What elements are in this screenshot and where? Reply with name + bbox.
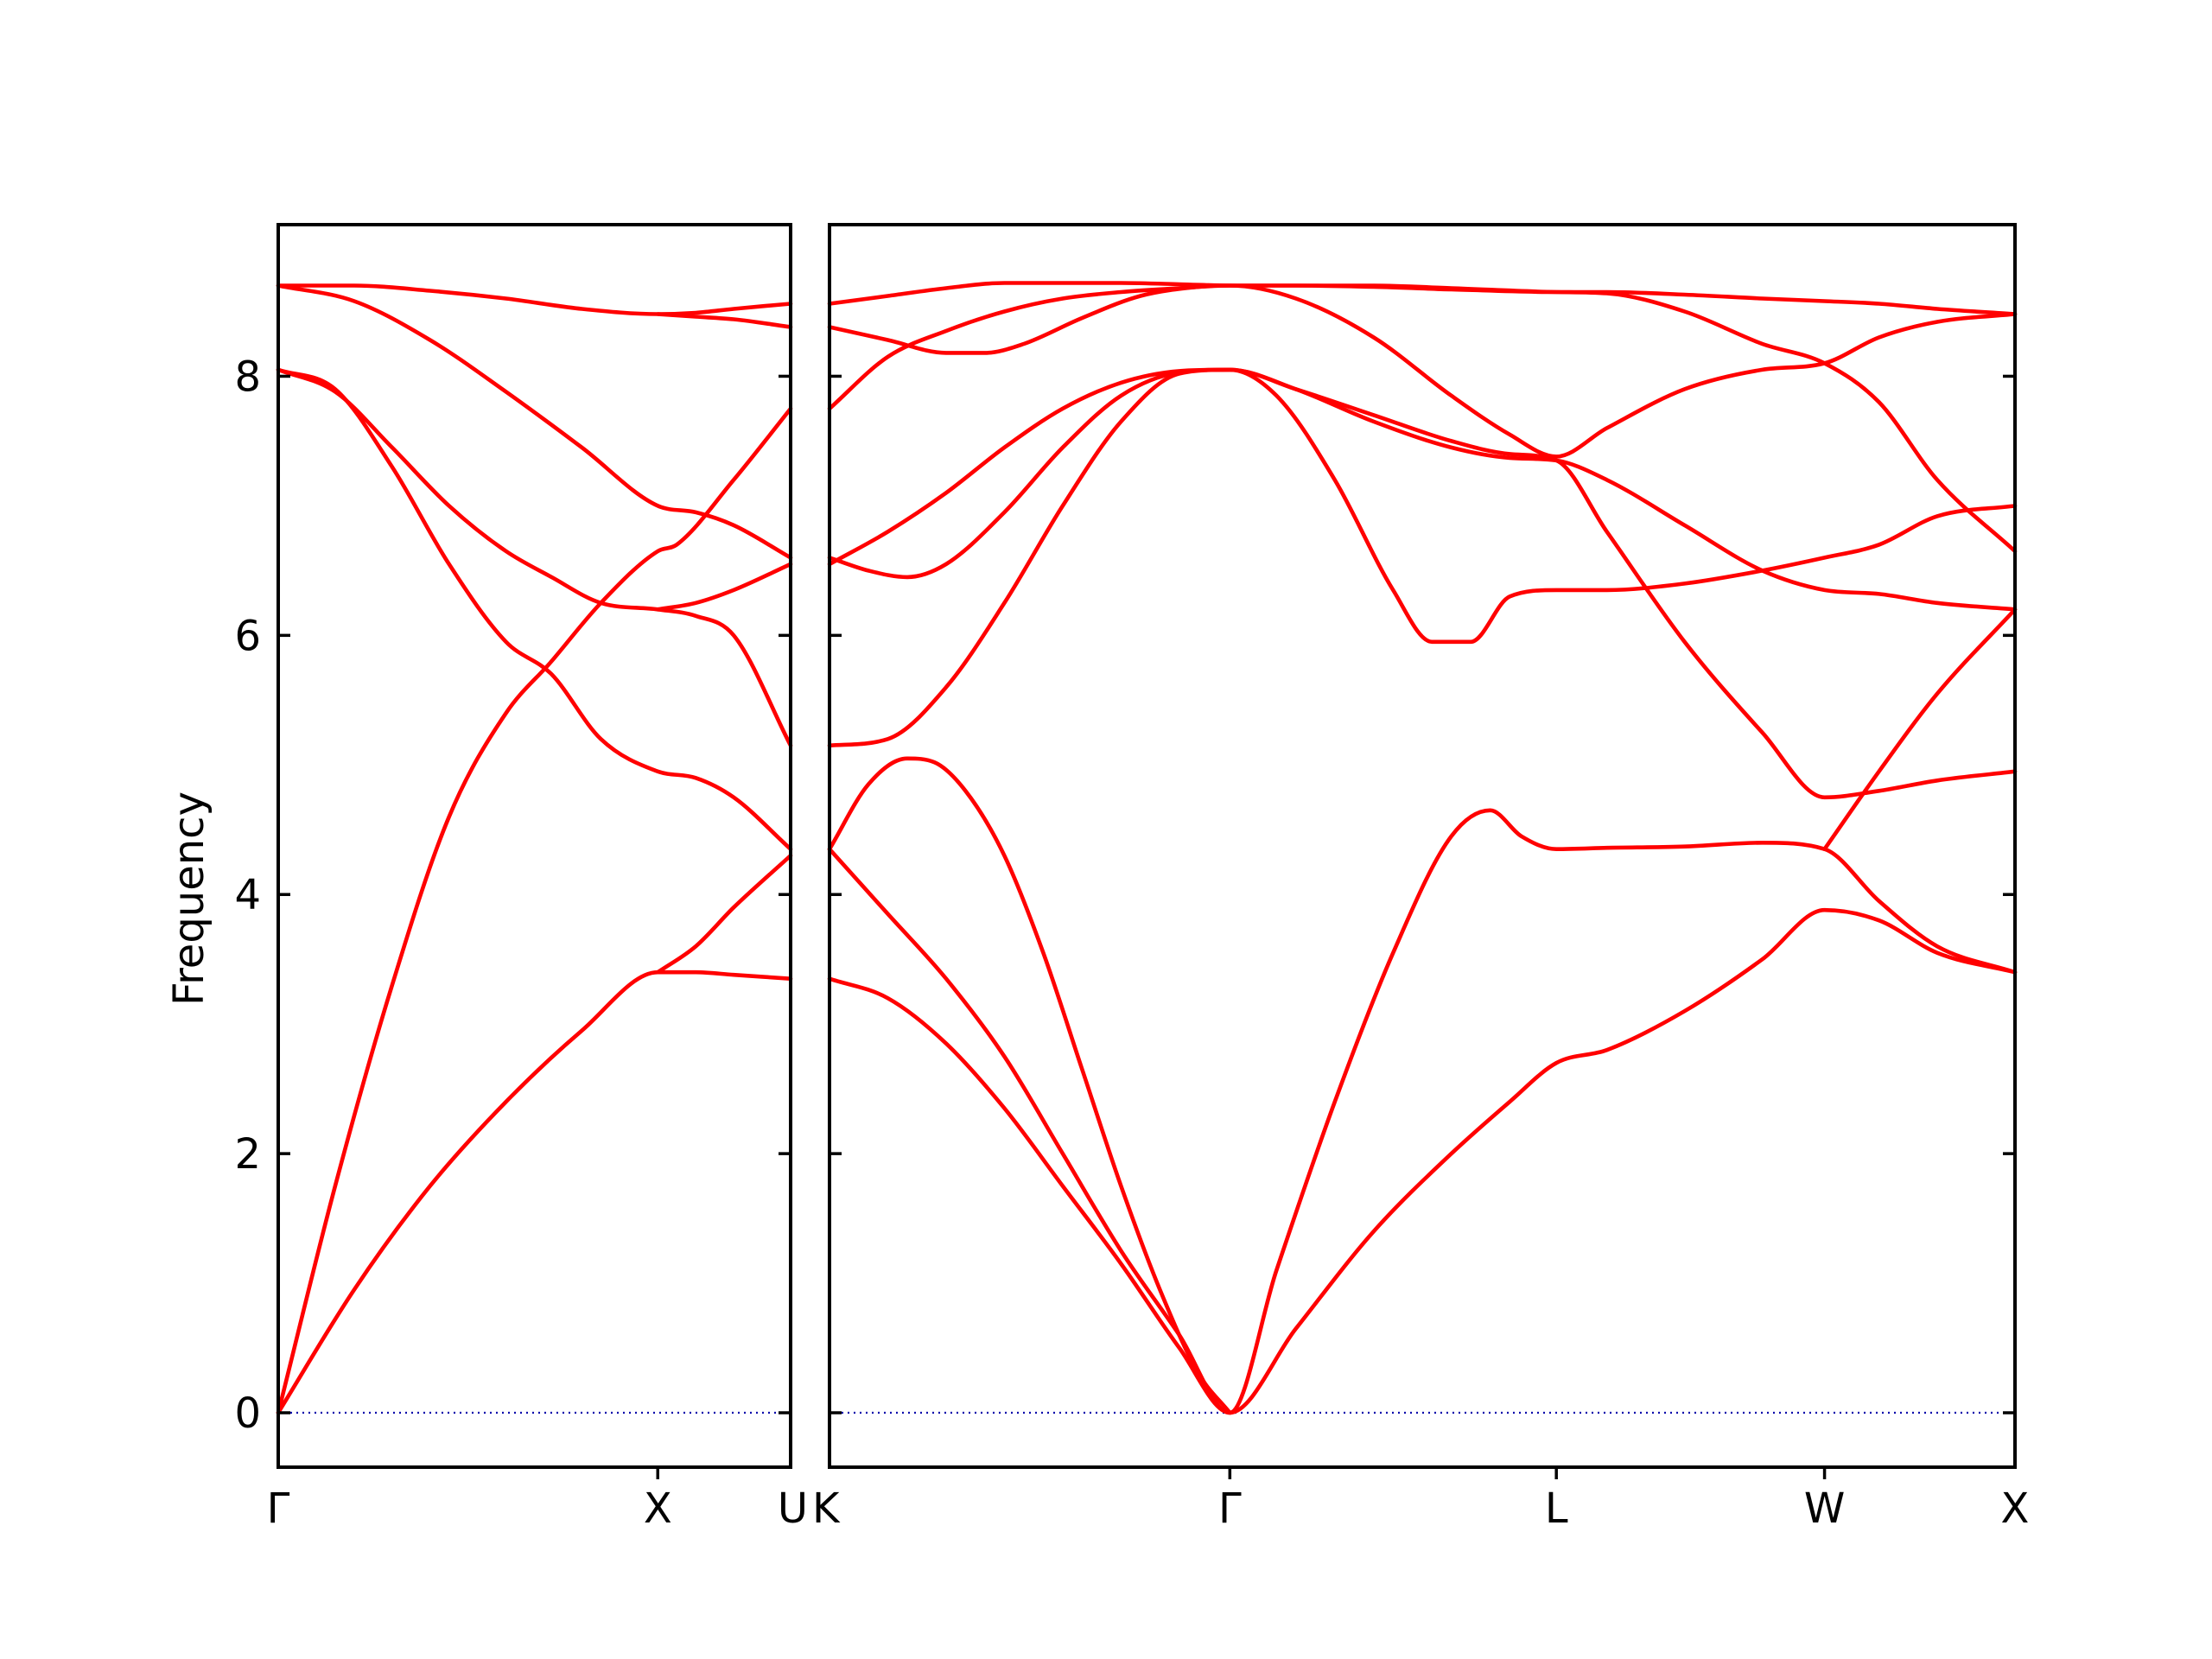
band-line-5	[276, 283, 793, 560]
band-line-4	[827, 367, 2018, 748]
x-tick-label: X	[2001, 1484, 2030, 1533]
y-axis-label: Frequency	[165, 791, 213, 1006]
band-line-2	[827, 808, 2018, 1415]
band-line-9	[827, 281, 2018, 316]
x-tick-label: Γ	[1218, 1484, 1242, 1533]
band-line-5	[827, 367, 2018, 612]
band-line-4	[276, 367, 793, 748]
band-line-10	[1822, 607, 2018, 851]
y-tick-label: 6	[234, 612, 261, 660]
band-line-9	[656, 312, 793, 329]
band-line-3	[276, 367, 793, 851]
band-line-8	[656, 562, 793, 612]
y-tick-label: 2	[234, 1130, 261, 1179]
band-line-3	[827, 756, 1232, 1415]
plot-frame	[828, 223, 2017, 1469]
x-tick-label: W	[1804, 1484, 1845, 1533]
band-line-1	[827, 907, 2018, 1415]
band-line-6	[827, 367, 2018, 800]
y-tick-label: 0	[234, 1389, 261, 1438]
panel-gamma-x-u: 0 2 4 6 8 Γ X U	[234, 223, 808, 1533]
x-tick-label: X	[644, 1484, 672, 1533]
band-line-2	[276, 406, 793, 1415]
plot-frame	[276, 223, 792, 1469]
x-tick-label: K	[812, 1484, 841, 1533]
y-tick-label: 4	[234, 871, 261, 919]
x-tick-label: U	[778, 1484, 808, 1533]
x-tick-label: L	[1545, 1484, 1568, 1533]
y-tick-label: 8	[234, 353, 261, 401]
x-tick-label: Γ	[267, 1484, 290, 1533]
band-line-6	[276, 283, 793, 316]
band-line-1	[276, 969, 793, 1415]
band-line-7	[656, 853, 793, 975]
band-line-7	[827, 283, 2018, 459]
